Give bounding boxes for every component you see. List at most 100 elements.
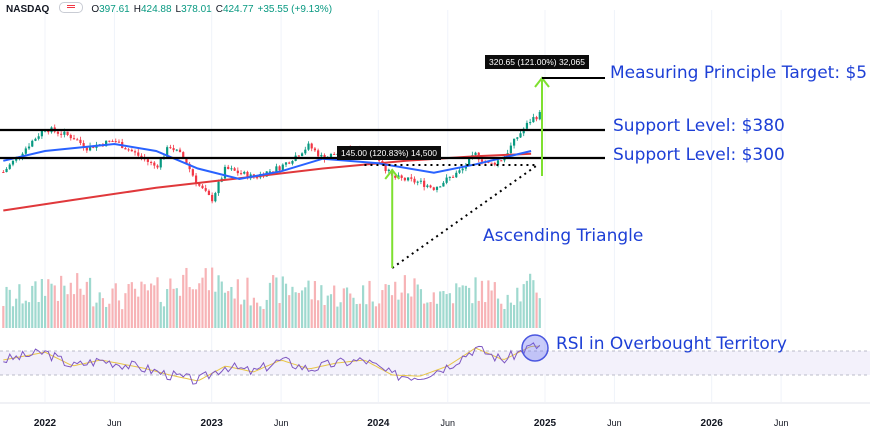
volume-bar xyxy=(419,289,423,328)
volume-bar xyxy=(288,295,291,328)
volume-bar xyxy=(423,303,426,328)
open-value: 397.61 xyxy=(99,4,130,15)
candle-body xyxy=(333,153,336,155)
volume-bar xyxy=(532,280,535,328)
candle-body xyxy=(140,155,143,158)
volume-bar xyxy=(387,284,390,328)
candle-body xyxy=(435,186,439,190)
volume-bar xyxy=(458,287,461,328)
volume-bar xyxy=(358,303,361,328)
volume-bar xyxy=(362,285,365,328)
volume-bar xyxy=(410,296,413,328)
volume-bar xyxy=(349,293,352,328)
volume-bar xyxy=(326,295,329,328)
volume-bar xyxy=(194,289,198,328)
volume-bar xyxy=(275,277,278,328)
candle-body xyxy=(509,145,512,154)
volume-bar xyxy=(268,282,272,328)
volume-bar xyxy=(166,289,169,328)
x-tick-label: Jun xyxy=(274,418,289,428)
volume-bar xyxy=(21,303,24,328)
rsi-average-line xyxy=(3,345,540,382)
volume-bar xyxy=(239,304,243,328)
candle-body xyxy=(278,166,281,171)
volume-bar xyxy=(79,288,82,328)
volume-bar xyxy=(297,292,300,328)
support-300-annotation: Support Level: $300 xyxy=(613,145,785,165)
volume-bar xyxy=(265,299,268,328)
candle-body xyxy=(108,140,111,142)
candle-body xyxy=(525,122,529,129)
candle-body xyxy=(429,185,432,188)
volume-bar xyxy=(211,267,214,328)
visibility-toggle-icon[interactable] xyxy=(59,2,84,13)
volume-bar xyxy=(259,306,262,328)
candle-body xyxy=(529,122,532,124)
ohlc-header: NASDAQ O397.61 H424.88 L378.01 C424.77 +35.55… xyxy=(6,2,332,15)
candle-body xyxy=(281,164,284,171)
candle-body xyxy=(448,176,451,178)
volume-bar xyxy=(50,283,53,328)
volume-bar xyxy=(127,284,130,328)
candle-body xyxy=(310,143,313,149)
x-axis: 2022 Jun 2023 Jun 2024 Jun 2025 Jun 2026 Jun xyxy=(0,402,870,429)
candle-body xyxy=(56,131,60,134)
candle-body xyxy=(413,178,416,183)
low-label: L xyxy=(175,4,182,15)
candle-body xyxy=(387,169,390,172)
volume-bar xyxy=(371,301,374,328)
rsi-annotation: RSI in Overbought Territory xyxy=(556,334,787,354)
candle-body xyxy=(5,168,8,173)
candle-body xyxy=(207,190,211,195)
volume-bar xyxy=(108,303,111,328)
volume-bar xyxy=(246,277,249,328)
volume-bar xyxy=(522,284,525,328)
candle-body xyxy=(535,117,538,120)
candle-body xyxy=(516,137,519,139)
volume-bar xyxy=(342,288,345,328)
volume-bar xyxy=(88,277,92,328)
volume-bar xyxy=(98,292,101,328)
candle-body xyxy=(63,131,66,135)
symbol-label[interactable]: NASDAQ xyxy=(6,4,50,15)
volume-bar xyxy=(484,302,487,328)
candle-body xyxy=(214,193,217,202)
volume-bar xyxy=(56,300,60,328)
candle-body xyxy=(288,162,291,164)
ascending-triangle xyxy=(364,164,539,269)
candle-body xyxy=(496,160,500,165)
volume-bar xyxy=(365,304,368,328)
candle-body xyxy=(166,147,169,157)
volume-bar xyxy=(487,280,490,328)
volume-bar xyxy=(406,293,410,328)
volume-bar xyxy=(490,290,493,328)
x-tick-label: Jun xyxy=(774,418,789,428)
volume-bar xyxy=(262,308,265,328)
candle-body xyxy=(468,158,471,167)
candle-body xyxy=(175,149,178,151)
candle-body xyxy=(137,152,140,156)
candle-body xyxy=(105,140,108,147)
volume-bar xyxy=(317,300,320,328)
volume-bar xyxy=(34,281,37,328)
volume-bar xyxy=(300,290,304,328)
volume-bar xyxy=(198,283,201,328)
candle-body xyxy=(500,160,503,162)
volume-bar xyxy=(214,291,217,328)
volume-bar xyxy=(503,308,506,328)
volume-bar xyxy=(175,288,178,328)
volume-bar xyxy=(27,302,31,328)
candle-body xyxy=(124,148,127,150)
candle-body xyxy=(512,138,516,146)
volume-bar xyxy=(368,280,371,328)
candle-body xyxy=(458,170,461,173)
low-value: 378.01 xyxy=(181,4,212,15)
candle-body xyxy=(149,161,153,163)
candle-body xyxy=(146,159,149,162)
volume-bar xyxy=(284,283,288,328)
volume-bar xyxy=(143,284,146,328)
volume-bar xyxy=(403,275,406,328)
volume-bar xyxy=(207,290,211,328)
candle-body xyxy=(76,139,79,141)
